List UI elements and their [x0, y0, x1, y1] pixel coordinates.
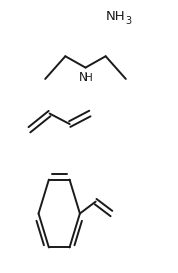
Text: H: H — [85, 73, 93, 83]
Text: NH: NH — [106, 10, 125, 23]
Text: N: N — [79, 71, 88, 84]
Text: 3: 3 — [125, 16, 132, 26]
